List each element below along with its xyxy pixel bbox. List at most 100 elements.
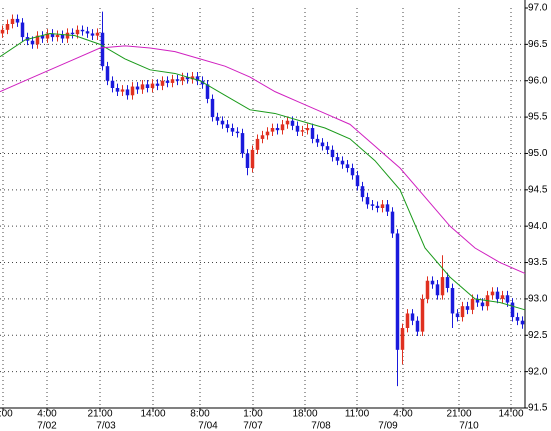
x-tick-label: 0:00 bbox=[0, 409, 13, 420]
date-label: 7/03 bbox=[96, 421, 116, 431]
candle-body bbox=[465, 306, 470, 310]
candle-body bbox=[35, 35, 40, 45]
candle-body bbox=[440, 277, 445, 296]
candle-body bbox=[380, 204, 385, 208]
x-tick-label: 4:00 bbox=[37, 409, 57, 420]
candle-body bbox=[500, 295, 505, 299]
candle-body bbox=[160, 80, 165, 86]
candle-body bbox=[430, 280, 435, 285]
y-tick-label: 92.5 bbox=[528, 330, 548, 341]
candle-body bbox=[360, 186, 365, 198]
candle-body bbox=[140, 84, 145, 90]
candle-body bbox=[175, 79, 180, 81]
candle-body bbox=[145, 84, 150, 88]
candle-body bbox=[515, 317, 520, 321]
candle-body bbox=[65, 32, 70, 39]
y-tick-label: 93.0 bbox=[528, 294, 548, 305]
candle-body bbox=[260, 135, 265, 139]
candle-body bbox=[15, 18, 20, 23]
candle-body bbox=[80, 29, 85, 32]
candle-body bbox=[330, 149, 335, 158]
candle-body bbox=[150, 83, 155, 88]
candle-body bbox=[55, 34, 60, 38]
candle-body bbox=[305, 128, 310, 131]
candle-body bbox=[210, 98, 215, 118]
candle-body bbox=[135, 86, 140, 90]
candle-body bbox=[340, 160, 345, 165]
candle-body bbox=[320, 142, 325, 147]
date-label: 7/09 bbox=[378, 421, 398, 431]
candle-body bbox=[355, 175, 360, 187]
candle-body bbox=[100, 32, 105, 67]
candle-body bbox=[270, 128, 275, 132]
candle-body bbox=[95, 32, 100, 36]
candle-body bbox=[265, 131, 270, 136]
candle-body bbox=[205, 84, 210, 99]
x-tick-label: 21:00 bbox=[87, 409, 112, 420]
candle-body bbox=[410, 313, 415, 321]
x-tick-label: 21:00 bbox=[446, 409, 471, 420]
candle-body bbox=[255, 138, 260, 150]
candle-body bbox=[105, 66, 110, 81]
y-tick-label: 97.0 bbox=[528, 3, 548, 14]
candle-body bbox=[415, 320, 420, 332]
y-tick-label: 95.5 bbox=[528, 112, 548, 123]
candle-body bbox=[240, 133, 245, 154]
candle-body bbox=[375, 205, 380, 208]
candle-body bbox=[520, 320, 525, 325]
candle-body bbox=[480, 302, 485, 307]
candle-body bbox=[0, 29, 5, 34]
candle-body bbox=[300, 130, 305, 132]
candle-body bbox=[310, 128, 315, 139]
x-tick-label: 1:00 bbox=[243, 409, 263, 420]
candle-body bbox=[90, 33, 95, 36]
candle-body bbox=[170, 79, 175, 83]
candle-body bbox=[450, 288, 455, 314]
candle-body bbox=[130, 86, 135, 96]
y-tick-label: 92.0 bbox=[528, 366, 548, 377]
candle-body bbox=[405, 313, 410, 328]
candle-body bbox=[505, 295, 510, 303]
candle-body bbox=[280, 124, 285, 131]
candle-body bbox=[290, 120, 295, 126]
candle-body bbox=[110, 80, 115, 88]
candle-body bbox=[115, 88, 120, 92]
candle-body bbox=[490, 291, 495, 296]
y-tick-label: 96.5 bbox=[528, 39, 548, 50]
x-tick-label: 8:00 bbox=[190, 409, 210, 420]
candle-body bbox=[195, 76, 200, 81]
candle-body bbox=[180, 77, 185, 81]
candle-body bbox=[315, 138, 320, 143]
candle-body bbox=[10, 18, 15, 24]
candle-body bbox=[20, 22, 25, 38]
y-tick-label: 93.5 bbox=[528, 257, 548, 268]
moving-average bbox=[0, 32, 526, 311]
candle-body bbox=[350, 168, 355, 176]
candle-body bbox=[460, 306, 465, 318]
candle-body bbox=[385, 204, 390, 212]
y-tick-label: 91.5 bbox=[528, 403, 548, 414]
candle-body bbox=[345, 164, 350, 168]
candle-body bbox=[50, 33, 55, 38]
candle-body bbox=[495, 291, 500, 299]
candle-body bbox=[235, 131, 240, 134]
y-tick-label: 95.0 bbox=[528, 148, 548, 159]
date-label: 7/07 bbox=[243, 421, 263, 431]
candle-body bbox=[275, 128, 280, 131]
date-label: 7/04 bbox=[198, 421, 218, 431]
candle-body bbox=[510, 302, 515, 318]
candle-body bbox=[85, 31, 90, 34]
candle-body bbox=[455, 313, 460, 318]
x-tick-label: 11:00 bbox=[345, 409, 370, 420]
candle-body bbox=[45, 33, 50, 39]
candle-body bbox=[475, 298, 480, 303]
x-tick-label: 14:00 bbox=[140, 409, 165, 420]
x-tick-label: 14:00 bbox=[498, 409, 523, 420]
candle-body bbox=[125, 89, 130, 96]
candle-body bbox=[60, 34, 65, 39]
candle-body bbox=[190, 76, 195, 80]
candle-body bbox=[215, 117, 220, 121]
candle-body bbox=[420, 298, 425, 332]
candle-body bbox=[225, 124, 230, 128]
candle-body bbox=[400, 328, 405, 350]
